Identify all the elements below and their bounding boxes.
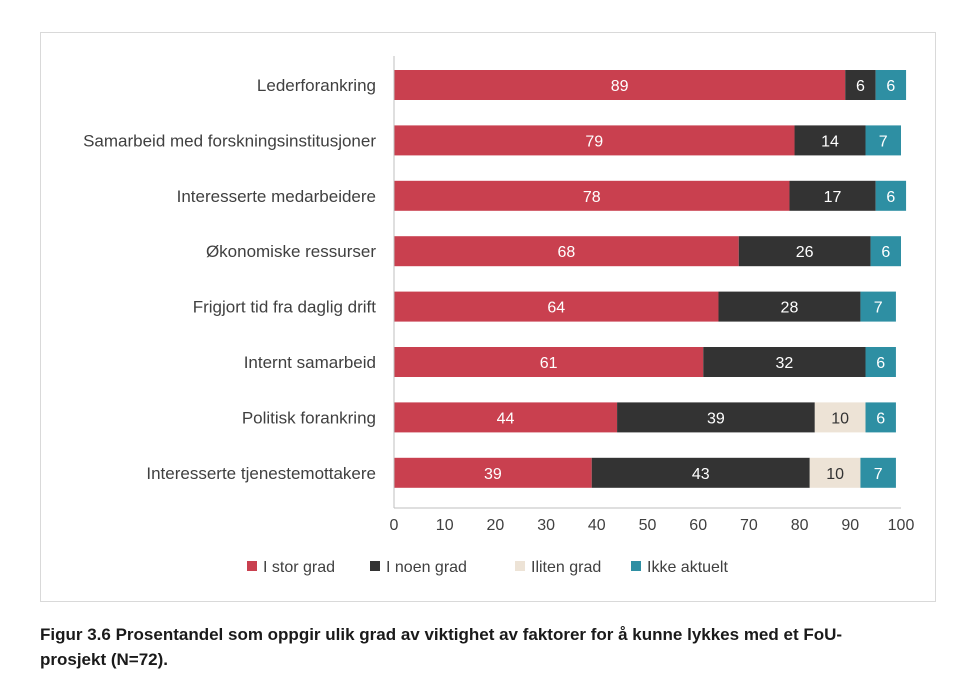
x-tick-label: 10 [436, 517, 454, 534]
bar-segment [617, 402, 815, 433]
data-label: 6 [856, 78, 865, 95]
category-label: Interesserte medarbeidere [177, 187, 376, 206]
data-label: 10 [831, 410, 849, 427]
x-tick-label: 50 [639, 517, 657, 534]
bar-segment [394, 402, 618, 433]
legend-swatch [515, 561, 525, 571]
bar-segment [860, 457, 896, 488]
data-label: 26 [796, 244, 814, 261]
bar-segment [394, 457, 592, 488]
legend-swatch [247, 561, 257, 571]
data-label: 10 [826, 466, 844, 483]
bar-segment [789, 180, 876, 211]
legend-swatch [370, 561, 380, 571]
data-label: 7 [874, 466, 883, 483]
bar-segment [591, 457, 810, 488]
data-label: 6 [886, 189, 895, 206]
bar-segment [809, 457, 861, 488]
data-label: 68 [557, 244, 575, 261]
data-label: 44 [497, 410, 515, 427]
data-label: 7 [879, 133, 888, 150]
data-label: 61 [540, 355, 558, 372]
bar-segment [814, 402, 866, 433]
bar-segment [865, 347, 896, 377]
x-tick-label: 90 [841, 517, 859, 534]
data-label: 6 [881, 244, 890, 261]
category-label: Interesserte tjenestemottakere [146, 464, 376, 483]
data-label: 7 [874, 300, 883, 317]
bar-segment [794, 125, 866, 156]
legend-label: I stor grad [263, 559, 335, 576]
bar-segment [394, 180, 790, 211]
bar-segment [394, 236, 739, 267]
category-label: Frigjort tid fra daglig drift [193, 298, 377, 317]
bar-segment [394, 347, 704, 377]
x-tick-label: 60 [689, 517, 707, 534]
chart-frame: 89 6 6 79 14 7 78 17 6 68 26 6 64 28 7 61 32 6 44 39 10 6 39 43… [40, 32, 936, 602]
x-tick-label: 20 [487, 517, 505, 534]
data-label: 43 [692, 466, 710, 483]
bar-segment [394, 70, 846, 100]
bar-segment [860, 291, 896, 322]
x-tick-label: 40 [588, 517, 606, 534]
legend-label: Ikke aktuelt [647, 559, 728, 576]
x-tick-label: 70 [740, 517, 758, 534]
category-label: Politisk forankring [242, 408, 376, 427]
data-label: 79 [585, 133, 603, 150]
data-label: 39 [484, 466, 502, 483]
data-label: 17 [824, 189, 842, 206]
bar-segment [703, 347, 866, 377]
category-label: Lederforankring [257, 76, 376, 95]
data-label: 64 [547, 300, 565, 317]
x-tick-label: 0 [390, 517, 399, 534]
bar-segment [870, 236, 901, 267]
x-tick-label: 30 [537, 517, 555, 534]
data-label: 78 [583, 189, 601, 206]
bar-segment [845, 70, 876, 100]
bar-segment [394, 291, 719, 322]
legend-label: I noen grad [386, 559, 467, 576]
data-label: 28 [781, 300, 799, 317]
bars-layer: 89 6 6 79 14 7 78 17 6 68 26 6 64 28 7 61 32 6 44 39 10 6 39 43… [394, 70, 907, 488]
stacked-bar-chart: 89 6 6 79 14 7 78 17 6 68 26 6 64 28 7 61 32 6 44 39 10 6 39 43… [83, 56, 915, 576]
data-label: 89 [611, 78, 629, 95]
bar-segment [875, 70, 907, 100]
bar-segment [865, 402, 896, 433]
category-label: Samarbeid med forskningsinstitusjoner [83, 131, 376, 150]
data-label: 14 [821, 133, 839, 150]
legend-label: Iliten grad [531, 559, 601, 576]
bar-segment [865, 125, 901, 156]
bar-segment [718, 291, 861, 322]
data-label: 6 [876, 355, 885, 372]
bar-segment [394, 125, 795, 156]
category-label: Økonomiske ressurser [206, 242, 376, 261]
bar-segment [738, 236, 871, 267]
legend-swatch [631, 561, 641, 571]
data-label: 6 [876, 410, 885, 427]
x-tick-label: 100 [888, 517, 915, 534]
category-label: Internt samarbeid [244, 353, 376, 372]
x-axis: 0 10 20 30 40 50 60 70 80 90 100 [390, 56, 915, 534]
data-label: 39 [707, 410, 725, 427]
data-label: 32 [775, 355, 793, 372]
category-labels: Lederforankring Samarbeid med forskningsi… [83, 76, 376, 483]
legend: I stor grad I noen grad Iliten grad Ikke ak… [247, 559, 728, 576]
bar-segment [875, 180, 907, 211]
figure-caption: Figur 3.6 Prosentandel som oppgir ulik g… [40, 625, 843, 669]
x-tick-label: 80 [791, 517, 809, 534]
data-label: 6 [886, 78, 895, 95]
